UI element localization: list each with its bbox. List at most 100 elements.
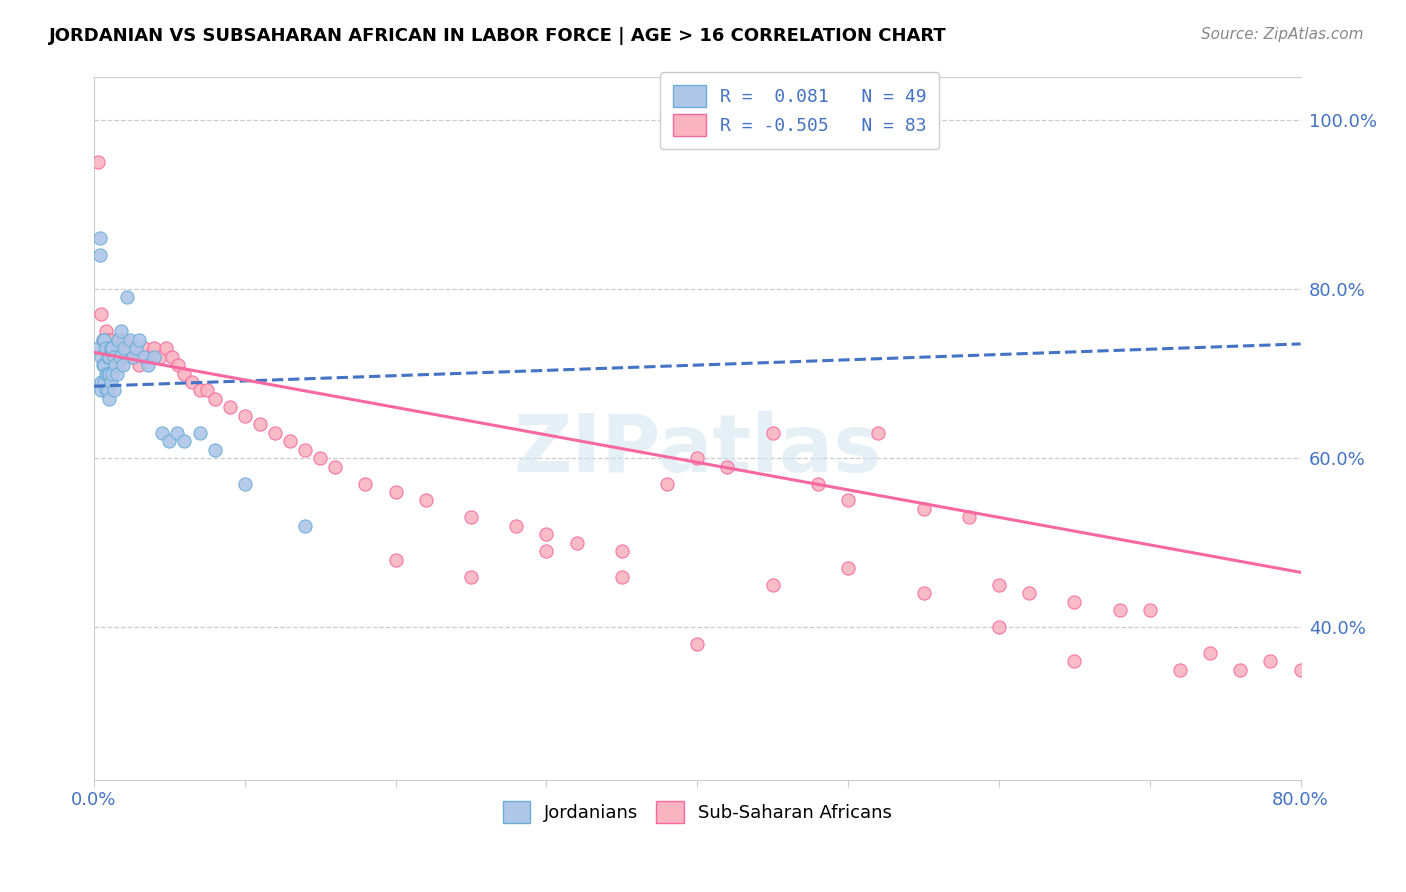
Point — [122, 350, 145, 364]
Point — [90, 384, 112, 398]
Point — [104, 341, 127, 355]
Point — [90, 307, 112, 321]
Point — [837, 493, 859, 508]
Point — [111, 333, 134, 347]
Point — [868, 425, 890, 440]
Point — [91, 358, 114, 372]
Point — [110, 341, 132, 355]
Point — [98, 341, 121, 355]
Legend: Jordanians, Sub-Saharan Africans: Jordanians, Sub-Saharan Africans — [492, 790, 903, 834]
Point — [101, 341, 124, 355]
Point — [610, 544, 633, 558]
Point — [987, 578, 1010, 592]
Point — [100, 333, 122, 347]
Point — [716, 459, 738, 474]
Point — [233, 409, 256, 423]
Point — [384, 485, 406, 500]
Point — [103, 350, 125, 364]
Point — [125, 341, 148, 355]
Point — [157, 434, 180, 449]
Point — [108, 350, 131, 364]
Point — [115, 350, 138, 364]
Point — [384, 552, 406, 566]
Point — [91, 333, 114, 347]
Point — [96, 350, 118, 364]
Point — [460, 510, 482, 524]
Point — [128, 333, 150, 347]
Point — [233, 476, 256, 491]
Point — [166, 425, 188, 440]
Point — [188, 425, 211, 440]
Point — [107, 333, 129, 347]
Point — [1168, 663, 1191, 677]
Point — [837, 561, 859, 575]
Point — [162, 350, 184, 364]
Point — [309, 451, 332, 466]
Point — [96, 333, 118, 347]
Point — [294, 442, 316, 457]
Point — [1199, 646, 1222, 660]
Point — [415, 493, 437, 508]
Point — [1063, 654, 1085, 668]
Point — [91, 333, 114, 347]
Point — [173, 367, 195, 381]
Point — [686, 637, 709, 651]
Point — [278, 434, 301, 449]
Point — [101, 367, 124, 381]
Point — [536, 527, 558, 541]
Point — [112, 350, 135, 364]
Point — [100, 341, 122, 355]
Point — [108, 350, 131, 364]
Point — [94, 367, 117, 381]
Point — [460, 569, 482, 583]
Point — [90, 350, 112, 364]
Point — [93, 341, 115, 355]
Point — [1260, 654, 1282, 668]
Point — [762, 578, 785, 592]
Point — [132, 341, 155, 355]
Point — [87, 341, 110, 355]
Point — [103, 384, 125, 398]
Text: JORDANIAN VS SUBSAHARAN AFRICAN IN LABOR FORCE | AGE > 16 CORRELATION CHART: JORDANIAN VS SUBSAHARAN AFRICAN IN LABOR… — [49, 27, 948, 45]
Point — [122, 350, 145, 364]
Point — [912, 586, 935, 600]
Point — [173, 434, 195, 449]
Point — [100, 375, 122, 389]
Point — [115, 290, 138, 304]
Point — [128, 358, 150, 372]
Point — [96, 384, 118, 398]
Point — [323, 459, 346, 474]
Point — [565, 535, 588, 549]
Point — [807, 476, 830, 491]
Point — [155, 341, 177, 355]
Point — [100, 367, 122, 381]
Point — [94, 341, 117, 355]
Point — [110, 324, 132, 338]
Point — [181, 375, 204, 389]
Point — [188, 384, 211, 398]
Point — [294, 518, 316, 533]
Point — [105, 367, 128, 381]
Point — [143, 341, 166, 355]
Point — [1289, 663, 1312, 677]
Point — [987, 620, 1010, 634]
Point — [112, 341, 135, 355]
Point — [218, 401, 240, 415]
Point — [957, 510, 980, 524]
Point — [111, 358, 134, 372]
Point — [249, 417, 271, 432]
Point — [610, 569, 633, 583]
Point — [98, 350, 121, 364]
Point — [120, 333, 142, 347]
Point — [136, 350, 159, 364]
Point — [96, 367, 118, 381]
Point — [762, 425, 785, 440]
Point — [125, 341, 148, 355]
Point — [1018, 586, 1040, 600]
Point — [143, 350, 166, 364]
Point — [87, 155, 110, 169]
Point — [204, 442, 226, 457]
Point — [120, 341, 142, 355]
Point — [912, 502, 935, 516]
Point — [98, 367, 121, 381]
